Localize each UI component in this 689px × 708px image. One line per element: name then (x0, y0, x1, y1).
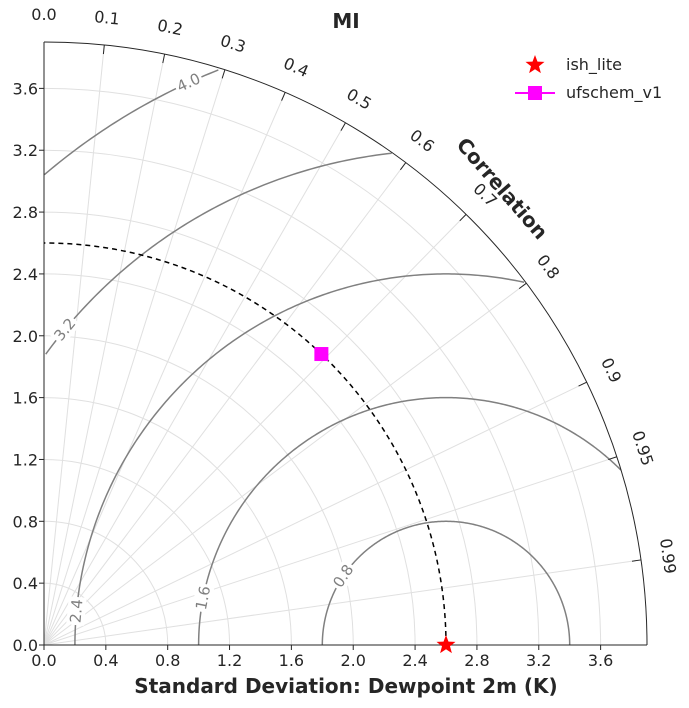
correlation-tick-mark (631, 559, 642, 562)
y-tick-label: 0.4 (13, 574, 38, 593)
std-gridline (43, 273, 416, 646)
rms-label-background (172, 68, 206, 97)
y-tick-label: 0.0 (13, 636, 38, 655)
chart-title: MI (332, 9, 359, 33)
correlation-gridline (43, 122, 346, 646)
legend-label-ufschem-v1: ufschem_v1 (566, 83, 662, 103)
legend: ish_lite ufschem_v1 (515, 55, 662, 103)
reference-std-arc (43, 242, 447, 646)
y-tick-label: 0.8 (13, 512, 38, 531)
x-axis-label: Standard Deviation: Dewpoint 2m (K) (134, 674, 557, 698)
data-point-ufschem_v1 (314, 347, 329, 362)
correlation-gridline (43, 282, 527, 646)
std-gridline (43, 397, 292, 646)
x-tick-label: 0.0 (31, 651, 56, 670)
rms-contours: 0.81.62.43.24.0 (43, 68, 622, 646)
x-tick-label: 2.8 (464, 651, 489, 670)
rms-label-background (191, 582, 215, 614)
y-tick-label: 2.0 (13, 327, 38, 346)
correlation-tick-mark (578, 381, 587, 387)
std-gridline (43, 149, 540, 646)
rms-contour (74, 273, 525, 646)
x-tick-label: 0.4 (93, 651, 118, 670)
y-tick-label: 2.4 (13, 265, 38, 284)
correlation-tick-label: 0.3 (218, 31, 248, 57)
y-tick-label: 2.8 (13, 203, 38, 222)
correlation-tick-mark (518, 282, 527, 290)
correlation-tick-label: 0.6 (406, 126, 438, 156)
y-tick-label: 1.2 (13, 450, 38, 469)
correlation-tick-mark (340, 122, 346, 131)
rms-contour-label: 0.8 (329, 561, 357, 591)
correlation-tick-mark (608, 456, 618, 461)
correlation-tick-label: 0.5 (343, 85, 375, 114)
legend-square-marker (528, 86, 542, 100)
correlation-tick-mark (221, 69, 226, 79)
correlation-gridline (43, 44, 105, 646)
correlation-tick-label: 0.95 (628, 428, 657, 468)
legend-entry-ish-lite: ish_lite (525, 55, 622, 75)
correlation-tick-label: 0.1 (93, 7, 120, 28)
rms-contour-label: 1.6 (192, 584, 214, 611)
rms-label-background (49, 312, 81, 346)
correlation-tick-label: 0.0 (31, 5, 56, 24)
correlation-gridline (43, 559, 642, 646)
correlation-gridline (43, 381, 587, 646)
outer-arc (43, 41, 648, 646)
correlation-tick-mark (102, 44, 105, 55)
correlation-gridline (43, 92, 286, 646)
rms-contour (45, 152, 392, 355)
correlation-tick-mark (399, 162, 407, 171)
legend-star-marker (525, 55, 545, 74)
legend-label-ish-lite: ish_lite (566, 55, 622, 75)
legend-entry-ufschem-v1: ufschem_v1 (515, 83, 662, 103)
correlation-gridline (43, 162, 407, 646)
correlation-axis-title: Correlation (452, 133, 553, 244)
correlation-tick-mark (459, 214, 467, 222)
data-marks (43, 242, 456, 654)
correlation-tick-label: 0.4 (281, 54, 312, 82)
x-tick-label: 1.6 (279, 651, 304, 670)
std-gridline (43, 87, 602, 646)
rms-label-background (66, 596, 87, 626)
rms-label-background (328, 559, 359, 593)
rms-contour-label: 2.4 (66, 598, 86, 623)
x-tick-label: 3.2 (526, 651, 551, 670)
data-point-ish_lite (436, 635, 456, 654)
std-gridline (43, 211, 478, 646)
x-tick-label: 2.4 (402, 651, 427, 670)
rms-contour (197, 396, 622, 645)
correlation-tick-label: 0.2 (156, 16, 185, 40)
axes (39, 41, 648, 650)
correlation-gridline (43, 456, 618, 646)
correlation-gridline (43, 69, 226, 646)
y-tick-label: 3.2 (13, 141, 38, 160)
std-gridline (43, 458, 231, 646)
std-gridline (43, 520, 169, 646)
grid (43, 42, 642, 646)
correlation-tick-label: 0.9 (597, 355, 625, 386)
correlation-tick-label: 0.8 (533, 251, 563, 283)
correlation-tick-mark (162, 54, 166, 64)
x-tick-label: 3.6 (588, 651, 613, 670)
correlation-tick-mark (281, 92, 286, 101)
x-tick-label: 0.8 (155, 651, 180, 670)
y-tick-label: 3.6 (13, 79, 38, 98)
std-gridline (43, 582, 107, 646)
correlation-gridline (43, 54, 166, 646)
correlation-gridline (43, 214, 467, 646)
y-tick-label: 1.6 (13, 389, 38, 408)
x-tick-label: 2.0 (341, 651, 366, 670)
x-tick-label: 1.2 (217, 651, 242, 670)
correlation-tick-label: 0.99 (656, 537, 680, 575)
